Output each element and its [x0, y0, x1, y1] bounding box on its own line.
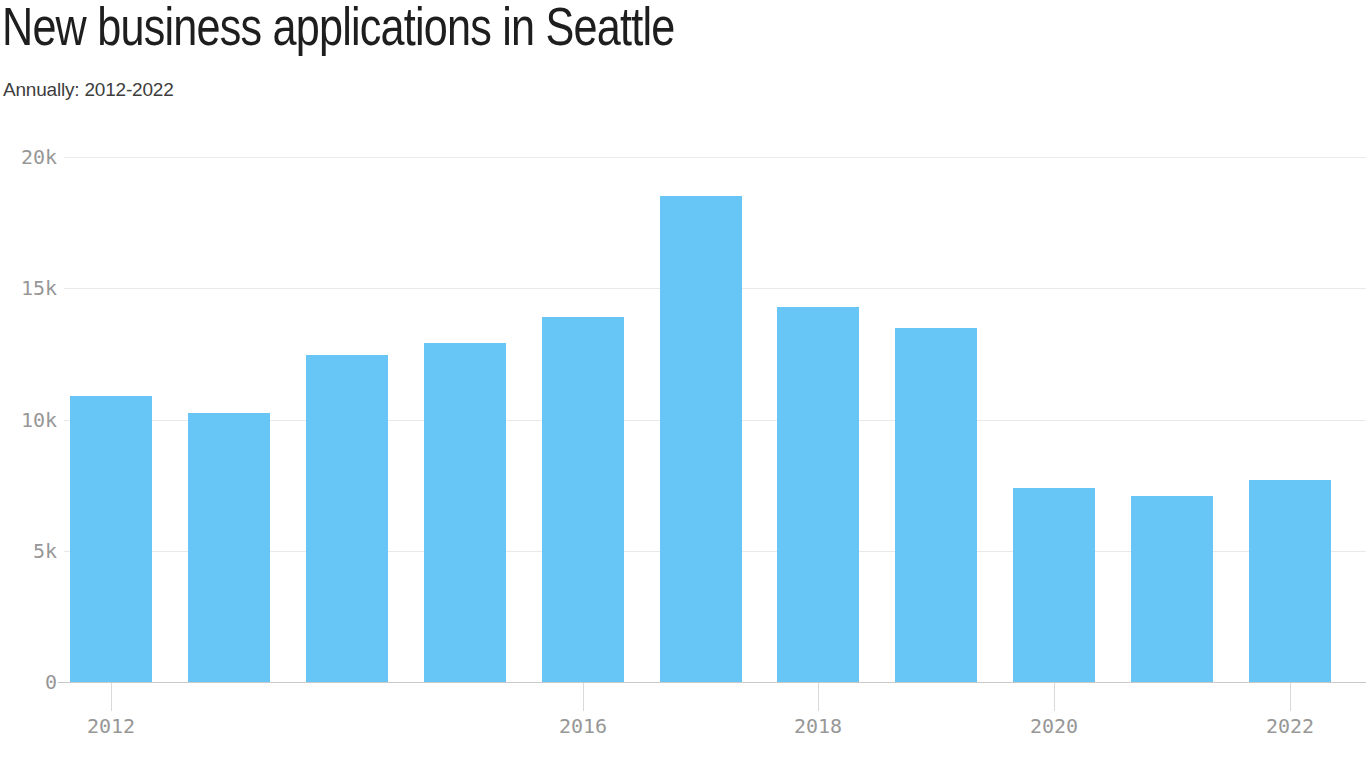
bar-2022 [1249, 480, 1331, 682]
y-axis-label: 0 [0, 671, 57, 693]
x-tick [111, 683, 112, 711]
bar-2021 [1131, 496, 1213, 682]
x-tick [1054, 683, 1055, 711]
bar-2018 [777, 307, 859, 682]
x-tick [1290, 683, 1291, 711]
y-axis-label: 20k [0, 146, 57, 168]
bar-2012 [70, 396, 152, 682]
chart-canvas: New business applications in Seattle Ann… [0, 0, 1366, 768]
x-tick [583, 683, 584, 711]
x-axis-label: 2020 [994, 715, 1114, 737]
x-axis-label: 2022 [1230, 715, 1350, 737]
x-axis-label: 2018 [758, 715, 878, 737]
x-axis-label: 2016 [523, 715, 643, 737]
bar-2013 [188, 413, 270, 682]
bar-2017 [660, 196, 742, 682]
x-axis-label: 2012 [51, 715, 171, 737]
plot-area: 0 5k 10k 15k 20k 2012 2016 2018 2020 2022 [0, 0, 1366, 768]
y-axis-label: 15k [0, 277, 57, 299]
x-tick [818, 683, 819, 711]
y-gridline [64, 157, 1366, 158]
bar-2019 [895, 328, 977, 682]
bar-2016 [542, 317, 624, 682]
x-axis-line [58, 682, 1366, 683]
bar-2014 [306, 355, 388, 682]
bar-2015 [424, 343, 506, 682]
y-axis-label: 5k [0, 540, 57, 562]
bar-2020 [1013, 488, 1095, 682]
y-axis-label: 10k [0, 409, 57, 431]
